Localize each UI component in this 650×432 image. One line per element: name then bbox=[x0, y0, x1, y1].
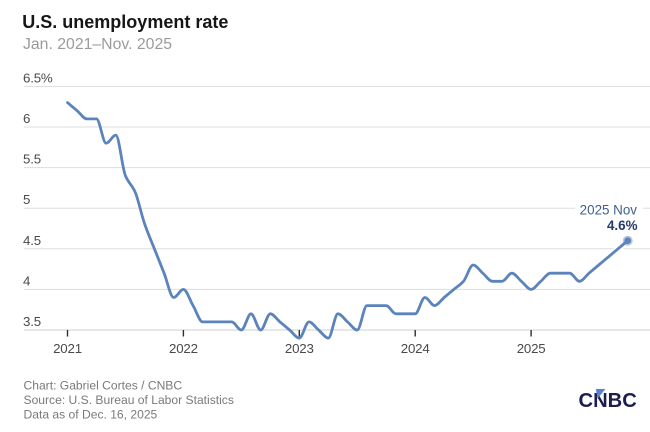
svg-text:CNBC: CNBC bbox=[579, 390, 638, 412]
svg-text:4.6%: 4.6% bbox=[607, 218, 638, 233]
svg-text:Chart: Gabriel Cortes / CNBC: Chart: Gabriel Cortes / CNBC bbox=[24, 379, 183, 393]
svg-text:2025: 2025 bbox=[517, 341, 546, 356]
svg-text:4.5: 4.5 bbox=[23, 233, 41, 248]
svg-text:4: 4 bbox=[23, 273, 30, 288]
svg-text:U.S. unemployment rate: U.S. unemployment rate bbox=[22, 12, 228, 32]
svg-text:5.5: 5.5 bbox=[23, 152, 41, 167]
svg-text:Jan. 2021–Nov. 2025: Jan. 2021–Nov. 2025 bbox=[23, 36, 172, 53]
svg-text:Source: U.S. Bureau of Labor S: Source: U.S. Bureau of Labor Statistics bbox=[24, 393, 234, 407]
svg-text:3.5: 3.5 bbox=[23, 314, 41, 329]
svg-text:2024: 2024 bbox=[401, 341, 430, 356]
svg-text:6.5%: 6.5% bbox=[23, 70, 53, 85]
svg-text:Data as of Dec. 16, 2025: Data as of Dec. 16, 2025 bbox=[24, 408, 158, 422]
svg-text:2023: 2023 bbox=[285, 341, 314, 356]
svg-text:5: 5 bbox=[23, 192, 30, 207]
svg-text:2021: 2021 bbox=[53, 341, 82, 356]
svg-text:2025 Nov: 2025 Nov bbox=[580, 203, 638, 218]
svg-text:6: 6 bbox=[23, 111, 30, 126]
svg-text:2022: 2022 bbox=[169, 341, 198, 356]
